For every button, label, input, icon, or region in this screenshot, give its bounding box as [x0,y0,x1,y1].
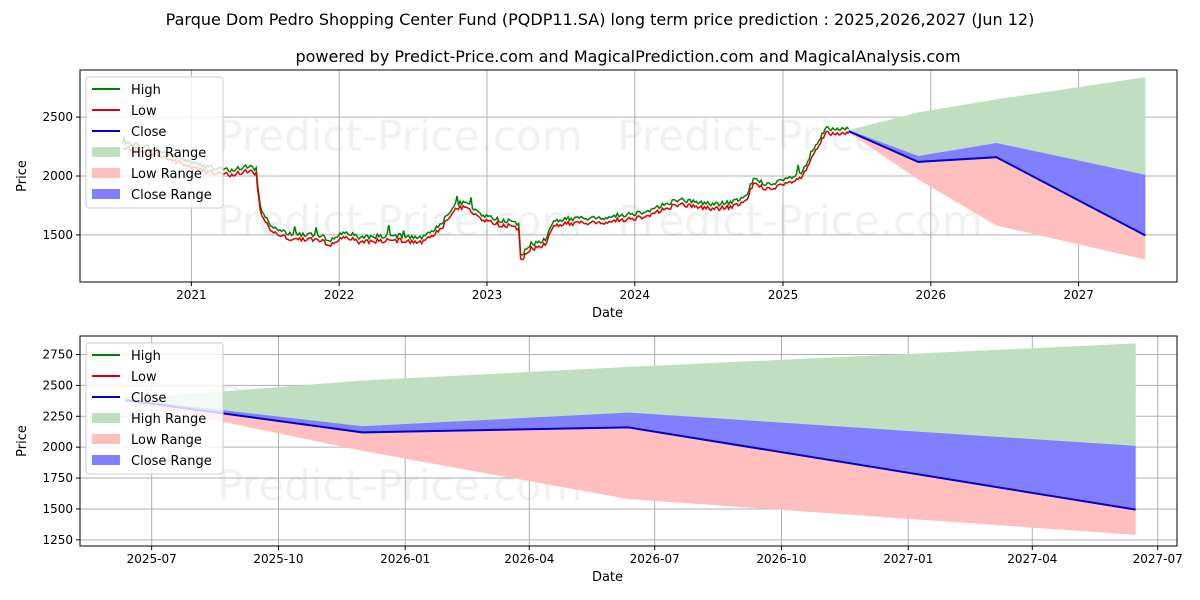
y-tick-label: 1750 [42,471,73,485]
top-panel: Predict-Price.com Predict-Price.com Predic… [15,69,1178,321]
legend: High Low Close High Range Low Range Close Ran… [85,76,224,209]
legend-swatch-patch [92,189,120,199]
legend-swatch-patch [92,434,120,444]
legend-label: Close Range [131,188,212,203]
watermark-text: Predict-Price.com [617,196,982,245]
legend-label: High [131,349,161,364]
legend-label: Close [131,391,166,406]
legend-swatch-patch [92,455,120,465]
legend-label: Close [131,125,166,140]
x-tick-label: 2026-10 [756,552,806,566]
legend-label: High Range [131,412,206,427]
plot-area [125,343,1136,535]
legend-label: Low [131,370,157,385]
y-tick-label: 2500 [42,110,73,124]
low-series-line [122,130,850,261]
x-tick-label: 2023 [472,288,503,302]
watermark-text: Predict-Price.com [217,196,582,245]
y-tick-label: 1250 [42,533,73,547]
high-range-band [125,343,1136,446]
x-tick-label: 2026-04 [504,552,554,566]
x-tick-label: 2027-07 [1133,552,1183,566]
y-tick-label: 1500 [42,228,73,242]
legend-swatch-patch [92,147,120,157]
y-tick-label: 2000 [42,440,73,454]
x-tick-label: 2026-07 [630,552,680,566]
close-series-line [125,399,1136,511]
x-axis-label: Date [592,306,623,321]
watermark-text: Predict-Price.com [217,112,582,161]
chart-title: Parque Dom Pedro Shopping Center Fund (P… [166,10,1035,29]
x-tick-label: 2026 [916,288,947,302]
plot-frame [79,335,1178,547]
legend-label: Low Range [131,167,202,182]
legend-label: High Range [131,146,206,161]
low-range-band [848,131,1146,260]
x-tick-label: 2025-10 [253,552,303,566]
y-tick-label: 1500 [42,502,73,516]
low-range-band [125,400,1136,535]
plot-area [121,77,1146,261]
y-axis-label: Price [15,160,30,192]
legend-label: Close Range [131,454,212,469]
x-tick-label: 2027 [1063,288,1094,302]
legend-label: High [131,83,161,98]
legend-label: Low Range [131,433,202,448]
legend-label: Low [131,104,157,119]
y-axis-label: Price [15,425,30,457]
x-axis-label: Date [592,570,623,585]
legend-box [85,342,224,475]
close-range-band [848,130,1146,236]
legend-box [85,76,224,209]
y-tick-label: 2000 [42,169,73,183]
y-tick-label: 2500 [42,378,73,392]
y-tick-label: 2750 [42,348,73,362]
y-tick-label: 2250 [42,409,73,423]
close-range-band [125,399,1136,510]
x-tick-label: 2025-07 [127,552,177,566]
x-tick-label: 2025 [768,288,799,302]
legend-swatch-patch [92,168,120,178]
legend-swatch-patch [92,413,120,423]
x-tick-label: 2027-01 [883,552,933,566]
x-tick-label: 2027-04 [1007,552,1057,566]
high-series-line [121,125,850,256]
high-range-band [848,77,1146,175]
chart-subtitle: powered by Predict-Price.com and Magical… [295,47,960,66]
x-tick-label: 2021 [176,288,207,302]
bottom-panel: Predict-Price.comPredict-Price.comPredic… [15,335,1183,585]
x-tick-label: 2022 [324,288,355,302]
legend: High Low Close High Range Low Range Close Ran… [85,342,224,475]
x-tick-label: 2026-01 [380,552,430,566]
close-series-line [848,130,1146,237]
x-tick-label: 2024 [620,288,651,302]
